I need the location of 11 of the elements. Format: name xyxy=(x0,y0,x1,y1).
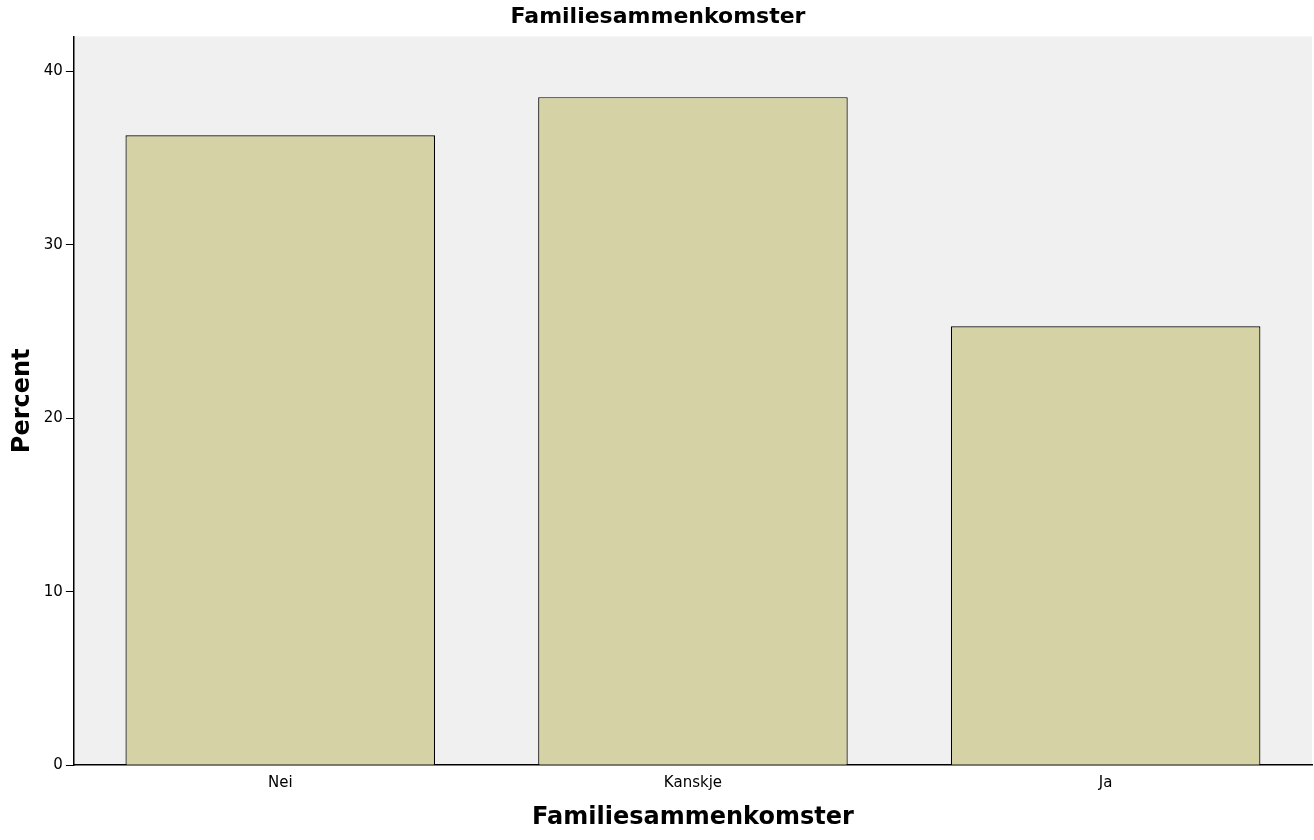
chart-title: Familiesammenkomster xyxy=(510,2,806,28)
y-tick-label: 30 xyxy=(43,234,63,253)
x-tick-label: Kanskje xyxy=(663,773,723,792)
x-tick-label: Ja xyxy=(1097,773,1113,792)
y-tick-label: 10 xyxy=(43,581,63,600)
y-tick-label: 40 xyxy=(43,61,63,79)
y-axis-title: Percent xyxy=(6,348,35,454)
x-tick-label: Nei xyxy=(267,773,293,792)
x-axis-title: Familiesammenkomster xyxy=(532,801,854,830)
y-tick-label: 20 xyxy=(43,408,63,427)
y-tick-label: 0 xyxy=(53,755,63,774)
